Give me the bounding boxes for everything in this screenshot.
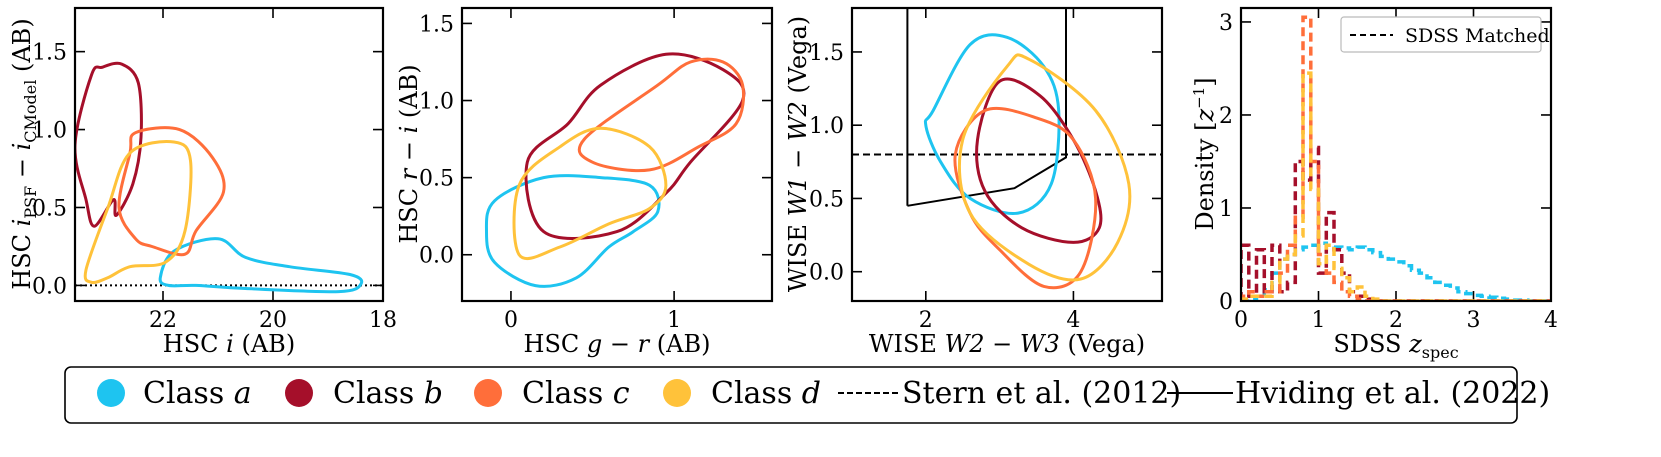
legend-class-d-label: Class d (711, 376, 821, 411)
panel4-xtick-label: 2 (1389, 308, 1403, 333)
panel4-xtick-label: 1 (1312, 308, 1326, 333)
panel1-xtick-label: 20 (259, 308, 287, 333)
panel3-xlabel: WISE W2 − W3 (Vega) (869, 330, 1145, 358)
panel4-xtick-label: 3 (1467, 308, 1481, 333)
panel4-plot-area (1241, 15, 1551, 301)
panel3-ytick-label: 0.5 (809, 187, 844, 212)
panel4-frame (1239, 6, 1553, 303)
panel1-contour-class-d (83, 140, 193, 285)
panel2-contour-class-d (512, 126, 668, 261)
panel2-ytick-label: 1.5 (419, 12, 454, 37)
legend-class-b-marker (285, 379, 313, 407)
panel1-ylabel: HSC iPSF − iCModel (AB) (8, 18, 40, 289)
panel4-legend-box (1340, 16, 1542, 53)
panel1-contour-class-a (158, 237, 364, 294)
legend-stern-label: Stern et al. (2012) (902, 376, 1181, 411)
legend-class-a-marker (97, 379, 125, 407)
panel4-ytick-label: 3 (1219, 11, 1233, 36)
panel3-ylabel: WISE W1 − W2 (Vega) (784, 16, 812, 292)
panel3-ytick-label: 1.0 (809, 114, 844, 139)
panel4-hist-class-b (1241, 145, 1551, 301)
panel1-contour-class-c (117, 126, 226, 257)
panel4-xtick-label: 4 (1544, 308, 1558, 333)
panel3-contour-class-a (923, 33, 1061, 216)
panel2-ylabel: HSC r − i (AB) (395, 64, 423, 243)
panel4-hist-class-c (1241, 15, 1551, 301)
panel2-contour-class-c (577, 57, 746, 173)
panel4-xtick-label: 0 (1234, 308, 1248, 333)
panel4-ylabel: Density [z−1] (1190, 77, 1219, 230)
panel1-xlabel: HSC i (AB) (163, 330, 295, 358)
panel1-ytick-label: 1.0 (32, 119, 67, 144)
panel2-plot-area (484, 52, 746, 288)
panel4-ytick-label: 1 (1219, 197, 1233, 222)
panel3-ytick-label: 1.5 (809, 41, 844, 66)
panel3-frame (850, 6, 1164, 303)
panel4-legend-label: SDSS Matched (1405, 25, 1550, 47)
panel1-xtick-label: 22 (149, 308, 177, 333)
bottom-legend-box (64, 366, 1518, 424)
panel1-ytick-label: 1.5 (32, 41, 67, 66)
panel3-plot-area (852, 8, 1162, 290)
panel1-xtick-label: 18 (369, 308, 397, 333)
legend-class-c-marker (474, 379, 502, 407)
legend-class-d-marker (663, 379, 691, 407)
panel2-xtick-label: 1 (667, 308, 681, 333)
panel3-xtick-label: 4 (1066, 308, 1080, 333)
panel3-xtick-label: 2 (919, 308, 933, 333)
panel2-contour-class-a (484, 174, 661, 288)
legend-class-a-label: Class a (143, 376, 252, 411)
panel1-contour-class-b (75, 61, 143, 228)
panel4-ytick-label: 2 (1219, 104, 1233, 129)
panel1-frame (73, 6, 385, 303)
panel3-contour-class-c (953, 106, 1098, 290)
panel2-ytick-label: 0.0 (419, 244, 454, 269)
panel3-ytick-label: 0.0 (809, 261, 844, 286)
legend-class-b-label: Class b (333, 376, 443, 411)
legend-class-c-label: Class c (522, 376, 630, 411)
panel4-ytick-label: 0 (1219, 290, 1233, 315)
panel2-frame (460, 6, 774, 303)
panel1-ytick-label: 0.0 (32, 274, 67, 299)
panel4-xlabel: SDSS zspec (1333, 330, 1458, 362)
panel1-ytick-label: 0.5 (32, 196, 67, 221)
panel2-xlabel: HSC g − r (AB) (524, 330, 711, 358)
panel1-plot-area (75, 61, 383, 294)
panel3-contour-class-b (975, 77, 1103, 244)
legend-hviding-label: Hviding et al. (2022) (1235, 376, 1550, 411)
panel2-ytick-label: 1.0 (419, 90, 454, 115)
panel2-contour-class-b (524, 52, 746, 240)
panel2-xtick-label: 0 (504, 308, 518, 333)
panel3-contour-class-d (957, 53, 1132, 282)
panel2-ytick-label: 0.5 (419, 167, 454, 192)
panel4-hist-class-d (1241, 71, 1551, 301)
